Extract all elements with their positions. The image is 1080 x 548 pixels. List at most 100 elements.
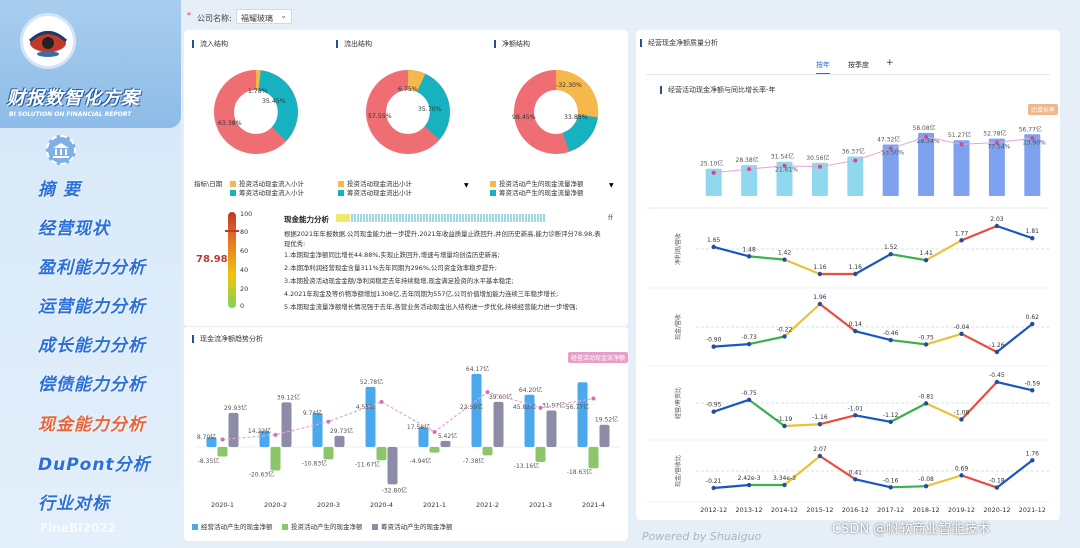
outflow-pct-0: 6.75% [398,86,418,93]
legend-inflow-1[interactable]: 筹资活动现金流入小计 [230,187,304,197]
sidebar-subtitle: BI SOLUTION ON FINANCIAL REPORT [9,111,132,118]
row-value-label: 1.81 [1026,228,1040,235]
outflow-pct-1: 35.70% [418,106,442,113]
fin-label: 29.93亿 [224,404,247,412]
rate-point [959,142,964,147]
legend-scroll-icon[interactable]: ▼ [464,182,469,189]
logo-banner: 财报数智化方案 BI SOLUTION ON FINANCIAL REPORT [0,0,181,128]
trend-point [538,405,543,410]
row-segment [925,474,962,488]
row-segment [855,414,891,423]
nav-summary[interactable]: 摘 要 [38,180,81,200]
row-value-label: -0.08 [918,476,934,483]
trend-card: 现金流净额趋势分析 经营活动现金流净额 2020-1 -8.35亿 29.93亿 8.… [184,327,629,541]
op-peak-label: 52.78亿 [360,378,383,386]
nav-solvency[interactable]: 偿债能力分析 [38,375,146,395]
net-donut [514,69,599,154]
row-segment [783,303,821,338]
fin-bar [228,412,239,447]
legend-outflow-0[interactable]: 投资活动现金流出小计 [338,178,412,188]
nav-profitability[interactable]: 盈利能力分析 [38,258,146,278]
op-bar [471,373,482,447]
row-segment [890,485,927,489]
nav-growth[interactable]: 成长能力分析 [38,336,146,356]
row-segment [996,224,1033,240]
top-label: 8.70亿 [197,433,216,441]
trend-point [485,390,490,395]
row-point [746,482,752,488]
legend-net-0[interactable]: 投资活动产生的现金流量净额 [490,178,584,188]
legend-net-1[interactable]: 筹资活动产生的现金流量净额 [490,187,584,197]
row-axis-label: 现金/营收 [674,314,682,340]
nav-operating-capacity[interactable]: 运营能力分析 [38,297,146,317]
legend-scroll-icon-2[interactable]: ▼ [609,182,614,189]
row-point [994,349,1000,355]
row-point [888,337,893,343]
inv-bar [482,447,493,456]
analysis-line: 3.本期投资活动现金金额/净利润稳定去年持续稳增,现金满足投资的水平基本稳定; [284,277,514,285]
trend-chart: 2020-1 -8.35亿 29.93亿 8.70亿 2020-2 -20.63亿 39.1… [196,365,620,509]
row-value-label: -0.81 [918,393,934,400]
legend-inflow-0[interactable]: 投资活动现金流入小计 [230,178,304,188]
required-mark: * [187,11,191,20]
row-point [994,485,1000,490]
row-point [888,419,893,425]
analysis-progress [336,214,546,222]
trend-legend-op[interactable]: 经营活动产生的现金净额 [192,521,273,531]
op-bar [418,426,429,447]
row-value-label: 1.65 [707,237,721,244]
tab-quarter[interactable]: 按季度 [848,61,869,69]
row-value-label: -0.73 [741,334,757,341]
trend-legend-inv[interactable]: 投资活动产生的现金净额 [282,521,363,531]
row-segment [713,398,750,413]
row-value-label: -0.22 [777,326,793,333]
legend-prefix: 指标\日期 [194,180,223,188]
row-segment [819,455,856,481]
quality-badge: 比增长率 [1028,104,1059,115]
row-point [959,417,964,422]
row-value-label: 1.41 [919,250,933,257]
row-axis-label: 现金/营收比 [674,455,682,487]
text-size-icon[interactable]: ff [608,214,613,222]
yearly-bar [988,138,1005,196]
outflow-donut [366,70,450,154]
row-value-label: -0.45 [989,372,1005,379]
outflow-pct-2: 57.55% [368,113,392,120]
trend-legend-fin[interactable]: 筹资活动产生的现金净额 [372,521,453,531]
yearly-bar-label: 51.27亿 [948,131,971,139]
row-value-label: 3.34e-3 [773,475,796,482]
row-segment [748,335,785,346]
nav-dupont[interactable]: DuPont分析 [38,455,151,475]
eye-logo [20,13,76,69]
inv-label: -7.38亿 [463,457,485,465]
row-value-label: -0.16 [883,477,899,484]
rate-label: 28.34% [917,138,940,145]
nav-operation-status[interactable]: 经营现状 [38,219,110,239]
trend-point [432,429,437,434]
company-select[interactable]: 福耀玻璃 ⌄ [236,9,292,24]
row-value-label: -1.12 [883,412,899,419]
rate-point [711,170,716,175]
nav-cash-capacity[interactable]: 现金能力分析 [38,415,146,435]
row-point [923,342,929,347]
yearly-bar-label: 31.54亿 [771,153,794,161]
row-point [711,244,716,250]
row-value-label: 1.96 [813,294,827,301]
yearly-bar-label: 47.32亿 [877,136,900,144]
row-value-label: -1.26 [989,342,1005,349]
row-value-label: -0.18 [989,478,1005,485]
row-point [746,341,752,347]
top-label: 56.77亿 [566,403,589,411]
yearly-bar [1024,134,1041,196]
fin-bar [493,401,504,447]
year-tick: 2016-12 [842,506,869,514]
nav-industry-benchmark[interactable]: 行业对标 [38,494,110,514]
score-value: 78.98 [196,254,228,265]
rate-point [853,158,858,163]
yearly-bar [918,132,935,196]
op-bar [312,413,323,447]
tab-add-button[interactable]: + [886,58,894,68]
op-peak-label: 64.20亿 [519,386,542,394]
row-value-label: 2.03 [990,216,1004,223]
legend-outflow-1[interactable]: 筹资活动现金流出小计 [338,187,412,197]
